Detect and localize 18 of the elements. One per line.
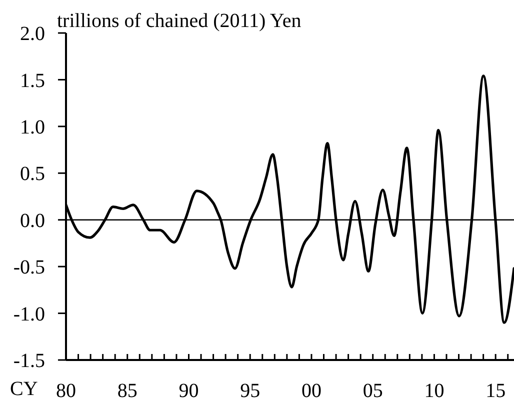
y-tick-label: -0.5	[13, 256, 45, 279]
x-tick-label: 10	[424, 380, 444, 402]
x-tick-label: 15	[486, 380, 506, 402]
y-tick-label: 0.5	[20, 163, 45, 186]
y-tick-label: -1.5	[13, 350, 45, 372]
x-axis-title: CY	[10, 378, 38, 401]
x-tick-label: 05	[362, 380, 383, 402]
y-tick-label: 1.0	[20, 116, 45, 139]
x-tick-label: 90	[178, 380, 199, 402]
x-tick-label: 85	[117, 380, 138, 402]
x-tick-label: 80	[56, 380, 76, 402]
y-tick-label: 1.5	[20, 70, 45, 92]
x-tick-label: 00	[301, 380, 322, 402]
y-tick-label: 0.0	[20, 210, 45, 232]
y-tick-label: -1.0	[13, 303, 45, 326]
x-tick-label: 95	[240, 380, 260, 402]
y-tick-label: 2.0	[20, 23, 45, 46]
y-axis-title: trillions of chained (2011) Yen	[57, 10, 302, 33]
